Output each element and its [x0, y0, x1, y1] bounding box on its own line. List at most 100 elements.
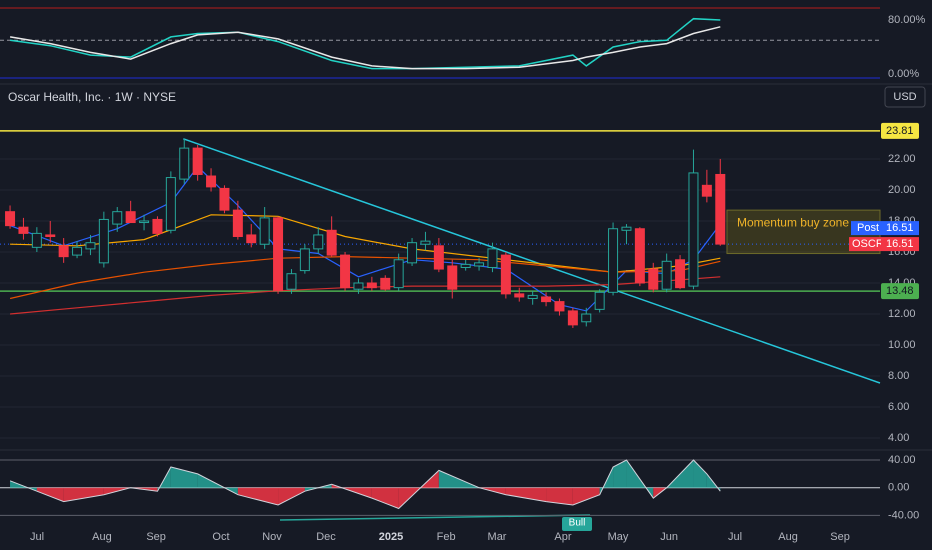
price-tag	[881, 122, 919, 139]
x-tick-label: Sep	[146, 531, 166, 543]
line-series	[9, 255, 721, 300]
x-tick-label: Jul	[30, 531, 44, 543]
symbol-tag	[849, 237, 881, 252]
price-tag-label: 13.48	[886, 285, 914, 297]
x-tick-label: Aug	[778, 531, 798, 543]
candle-body	[621, 226, 632, 231]
candle-body	[474, 262, 485, 267]
candle-body	[179, 147, 190, 180]
candle-body	[112, 211, 123, 225]
candle-body	[165, 177, 176, 231]
candle-body	[567, 310, 578, 326]
candle-body	[581, 313, 592, 323]
x-tick-label: Nov	[262, 531, 282, 543]
candle-body	[554, 301, 565, 312]
last-price-tag	[881, 237, 919, 252]
candle-body	[594, 291, 605, 310]
candle-body	[487, 248, 498, 268]
osc-area	[546, 487, 573, 506]
candle-body	[85, 242, 96, 250]
osc-area	[237, 487, 279, 506]
candle-body	[675, 259, 686, 289]
osc-area	[371, 487, 399, 509]
zone-label: Momentum buy zone	[737, 215, 849, 229]
x-tick-label: 2025	[379, 531, 403, 543]
post-tag	[851, 221, 881, 236]
line-series	[9, 26, 721, 70]
y-tick-label: 6.00	[888, 401, 909, 413]
candle-body	[259, 217, 270, 245]
post-price-label: 16.51	[886, 222, 914, 234]
candle-body	[246, 234, 257, 244]
osc-area	[505, 487, 547, 502]
osc-area	[10, 480, 37, 492]
line-series	[10, 214, 721, 273]
osc-area	[278, 487, 305, 506]
candle-body	[433, 245, 444, 270]
symbol-tag-label: OSCR	[852, 238, 884, 250]
candle-body	[232, 209, 243, 237]
osc-area	[693, 460, 707, 488]
x-tick-label: Jul	[728, 531, 742, 543]
candle-body	[715, 173, 726, 245]
y-tick-label: 0.00%	[888, 68, 919, 80]
y-tick-label: 12.00	[888, 308, 916, 320]
line-series	[9, 165, 721, 312]
currency-label: USD	[893, 91, 916, 103]
candle-body	[152, 218, 163, 234]
y-tick-label: 22.00	[888, 153, 916, 165]
candle-body	[527, 294, 538, 300]
candle-body	[353, 282, 364, 290]
candle-body	[634, 228, 645, 284]
annotation-tag	[562, 517, 592, 531]
candle-body	[206, 175, 217, 188]
osc-area	[613, 460, 627, 488]
candle-body	[139, 220, 150, 224]
candle-body	[366, 282, 377, 289]
candle-body	[219, 187, 230, 211]
x-tick-label: Dec	[316, 531, 336, 543]
osc-area	[63, 487, 104, 502]
candle-body	[701, 184, 712, 197]
candle-body	[340, 254, 351, 289]
trendline	[183, 138, 881, 384]
candle-body	[661, 260, 672, 290]
candle-body	[608, 228, 619, 293]
candle-body	[18, 226, 29, 234]
candle-body	[380, 277, 391, 290]
candle-body	[299, 248, 310, 272]
x-tick-label: Mar	[488, 531, 507, 543]
x-tick-label: Feb	[437, 531, 456, 543]
candle-body	[420, 240, 431, 245]
osc-area	[572, 487, 600, 506]
osc-area	[170, 466, 198, 488]
y-tick-label: 4.00	[888, 432, 909, 444]
candle-body	[273, 217, 284, 292]
line-series	[9, 459, 721, 510]
line-series	[10, 17, 721, 70]
last-price-label: 16.51	[886, 238, 914, 250]
candle-body	[286, 273, 297, 290]
candle-body	[192, 147, 203, 175]
y-tick-label: 40.00	[888, 454, 916, 466]
x-tick-label: May	[608, 531, 629, 543]
candle-body	[460, 263, 471, 268]
currency-button[interactable]	[884, 86, 926, 108]
y-tick-label: 80.00%	[888, 14, 926, 26]
candle-body	[72, 246, 83, 256]
x-tick-label: Oct	[212, 531, 229, 543]
annotation-label: Bull	[569, 518, 586, 529]
y-tick-label: -40.00	[888, 509, 919, 521]
price-tag-label: 23.81	[886, 125, 914, 137]
x-tick-label: Aug	[92, 531, 112, 543]
y-tick-label: 8.00	[888, 370, 909, 382]
candle-body	[5, 211, 16, 227]
candle-body	[541, 296, 552, 303]
candle-body	[447, 265, 458, 290]
candle-body	[58, 245, 69, 258]
candle-body	[125, 211, 136, 224]
candle-body	[313, 234, 324, 250]
candle-body	[500, 254, 511, 295]
